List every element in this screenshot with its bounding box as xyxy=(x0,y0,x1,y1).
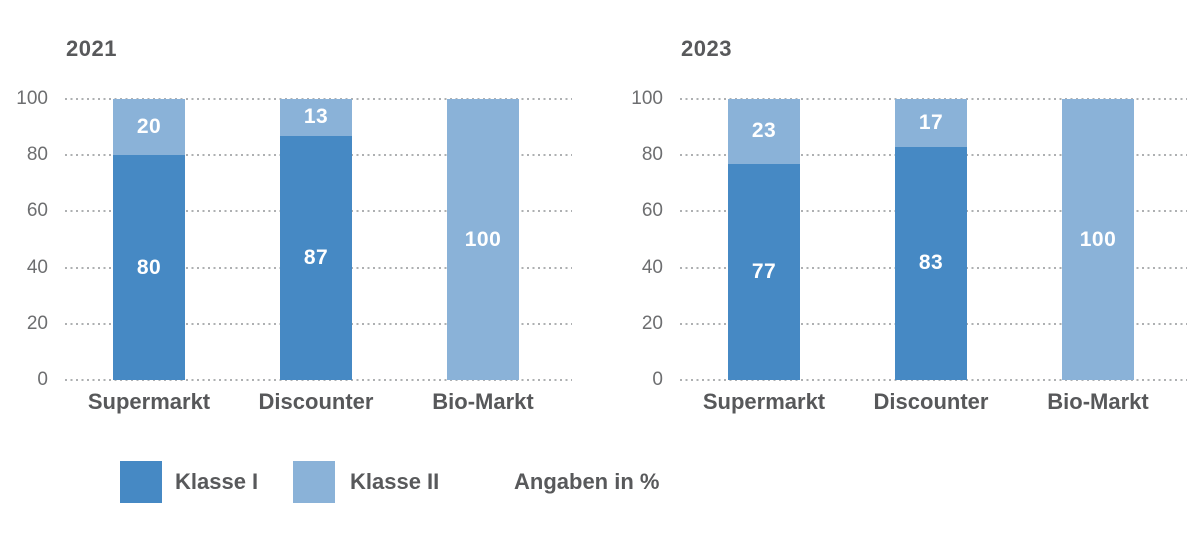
gridline-0: 0 xyxy=(37,369,572,390)
category-label-bio-markt: Bio-Markt xyxy=(432,389,534,414)
stacked-bar-chart: 2023 100 80 60 40 20 0 77 23 Supermarkt 83 17 Disco… xyxy=(631,0,1187,430)
segment-klasse-i: 87 xyxy=(280,135,352,380)
chart-title: 2023 xyxy=(681,36,732,61)
gridline-100: 100 xyxy=(16,88,572,109)
segment-klasse-i: 80 xyxy=(113,155,185,380)
value-label: 100 xyxy=(1079,227,1117,251)
y-tick-label: 20 xyxy=(26,312,48,334)
legend-swatch-klasse-1 xyxy=(120,461,162,503)
segment-klasse-i: 83 xyxy=(895,146,967,380)
bar-bio-markt: 100 xyxy=(447,99,519,380)
bar-supermarkt: 77 23 xyxy=(728,99,800,380)
bar-supermarkt: 80 20 xyxy=(113,99,185,380)
value-label: 17 xyxy=(918,110,944,134)
gridline-100: 100 xyxy=(631,88,1187,109)
category-label-supermarkt: Supermarkt xyxy=(87,389,211,414)
category-label-bio-markt: Bio-Markt xyxy=(1047,389,1149,414)
segment-klasse-ii: 23 xyxy=(728,99,800,164)
segment-klasse-ii: 100 xyxy=(447,99,519,380)
plot-area: 100 80 60 40 20 0 80 20 Supermarkt 87 13 Discounter… xyxy=(16,88,572,414)
y-tick-label: 40 xyxy=(26,256,48,278)
value-label: 77 xyxy=(751,259,777,283)
legend-unit-note: Angaben in % xyxy=(514,469,660,494)
y-tick-label: 100 xyxy=(631,88,663,109)
legend-swatch-klasse-2 xyxy=(293,461,335,503)
value-label: 83 xyxy=(918,251,944,275)
value-label: 100 xyxy=(464,227,502,251)
value-label: 20 xyxy=(136,115,162,139)
legend-label-klasse-2: Klasse II xyxy=(350,469,440,494)
y-tick-label: 80 xyxy=(26,144,48,166)
bar-discounter: 87 13 xyxy=(280,99,352,380)
category-label-supermarkt: Supermarkt xyxy=(702,389,826,414)
plot-area: 100 80 60 40 20 0 77 23 Supermarkt 83 17 Discounter… xyxy=(631,88,1187,414)
segment-klasse-ii: 20 xyxy=(113,99,185,156)
value-label: 23 xyxy=(751,119,777,143)
segment-klasse-ii: 17 xyxy=(895,99,967,147)
segment-klasse-i: 77 xyxy=(728,163,800,380)
y-tick-label: 0 xyxy=(37,369,48,390)
gridline-0: 0 xyxy=(652,369,1187,390)
y-tick-label: 60 xyxy=(26,200,48,222)
category-label-discounter: Discounter xyxy=(258,389,374,414)
y-tick-label: 100 xyxy=(16,88,48,109)
chart-title: 2021 xyxy=(66,36,117,61)
stacked-bar-chart: 2021 100 80 60 40 20 0 80 20 Supermarkt 87 13 Disco… xyxy=(16,0,572,430)
value-label: 80 xyxy=(136,255,162,279)
y-tick-label: 40 xyxy=(641,256,663,278)
value-label: 13 xyxy=(303,105,329,129)
y-tick-label: 80 xyxy=(641,144,663,166)
segment-klasse-ii: 100 xyxy=(1062,99,1134,380)
y-tick-label: 60 xyxy=(641,200,663,222)
legend: Klasse I Klasse II Angaben in % xyxy=(0,461,1200,503)
y-tick-label: 0 xyxy=(652,369,663,390)
bar-discounter: 83 17 xyxy=(895,99,967,380)
segment-klasse-ii: 13 xyxy=(280,99,352,136)
y-tick-label: 20 xyxy=(641,312,663,334)
bar-bio-markt: 100 xyxy=(1062,99,1134,380)
value-label: 87 xyxy=(303,245,329,269)
legend-label-klasse-1: Klasse I xyxy=(175,469,259,494)
category-label-discounter: Discounter xyxy=(873,389,989,414)
